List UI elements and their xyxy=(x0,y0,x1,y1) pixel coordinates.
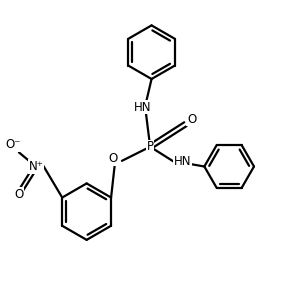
Text: O: O xyxy=(108,152,117,165)
Text: HN: HN xyxy=(174,155,191,168)
Text: O⁻: O⁻ xyxy=(5,138,21,151)
Text: O: O xyxy=(187,113,196,126)
Text: P: P xyxy=(147,140,154,153)
Text: HN: HN xyxy=(134,101,152,114)
Text: O: O xyxy=(14,188,23,201)
Text: N⁺: N⁺ xyxy=(28,160,43,173)
